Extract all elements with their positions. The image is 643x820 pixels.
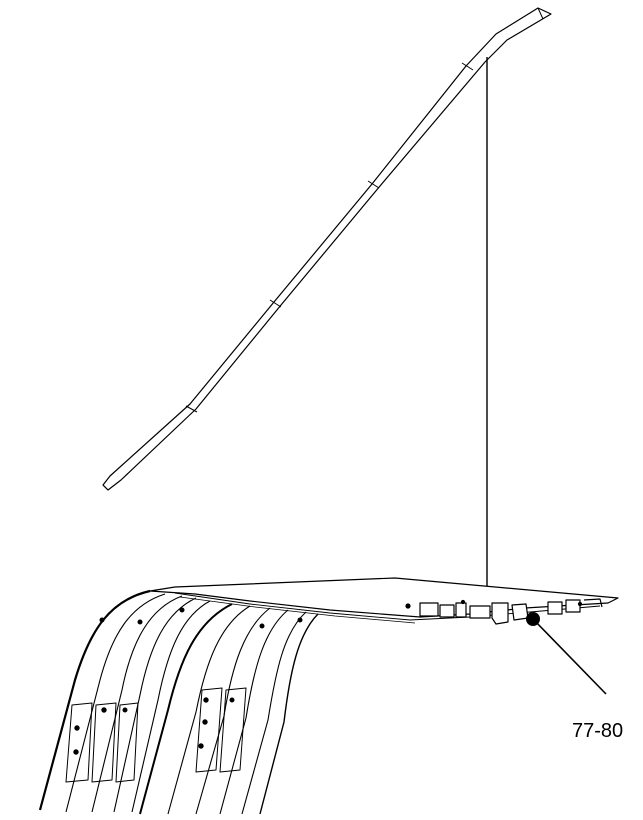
curved-rails-right [139,603,319,815]
callout-leader-line [532,618,607,695]
panel-assembly [149,577,619,625]
callout-label: 77-80 [572,720,623,742]
trim-strip-part [102,7,552,491]
curved-rails-left [38,589,211,813]
callout-77-80: 77-80 [526,612,623,742]
